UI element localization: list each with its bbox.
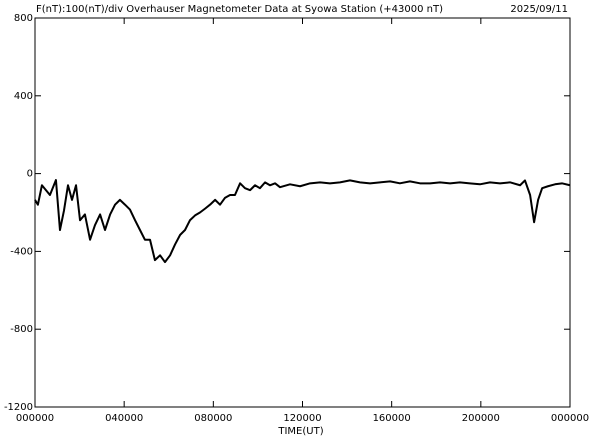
x-tick-label: 000000 (551, 413, 589, 424)
chart-date: 2025/09/11 (510, 4, 568, 15)
plot-frame (34, 17, 571, 408)
x-tick-label: 040000 (105, 413, 143, 424)
chart-title: F(nT):100(nT)/div Overhauser Magnetomete… (36, 4, 443, 15)
y-tick-label: 800 (14, 13, 33, 24)
y-tick-label: -800 (10, 324, 33, 335)
x-tick-label: 160000 (373, 413, 411, 424)
x-tick-label: 120000 (283, 413, 321, 424)
x-tick-label: 000000 (16, 413, 54, 424)
x-tick-label: 080000 (194, 413, 232, 424)
y-tick-label: -400 (10, 246, 33, 257)
x-tick-label: 200000 (462, 413, 500, 424)
y-tick-label: 0 (27, 169, 33, 180)
y-tick-label: -1200 (4, 402, 33, 413)
y-tick-label: 400 (14, 91, 33, 102)
x-axis-label: TIME(UT) (277, 426, 323, 437)
data-line (34, 179, 571, 264)
